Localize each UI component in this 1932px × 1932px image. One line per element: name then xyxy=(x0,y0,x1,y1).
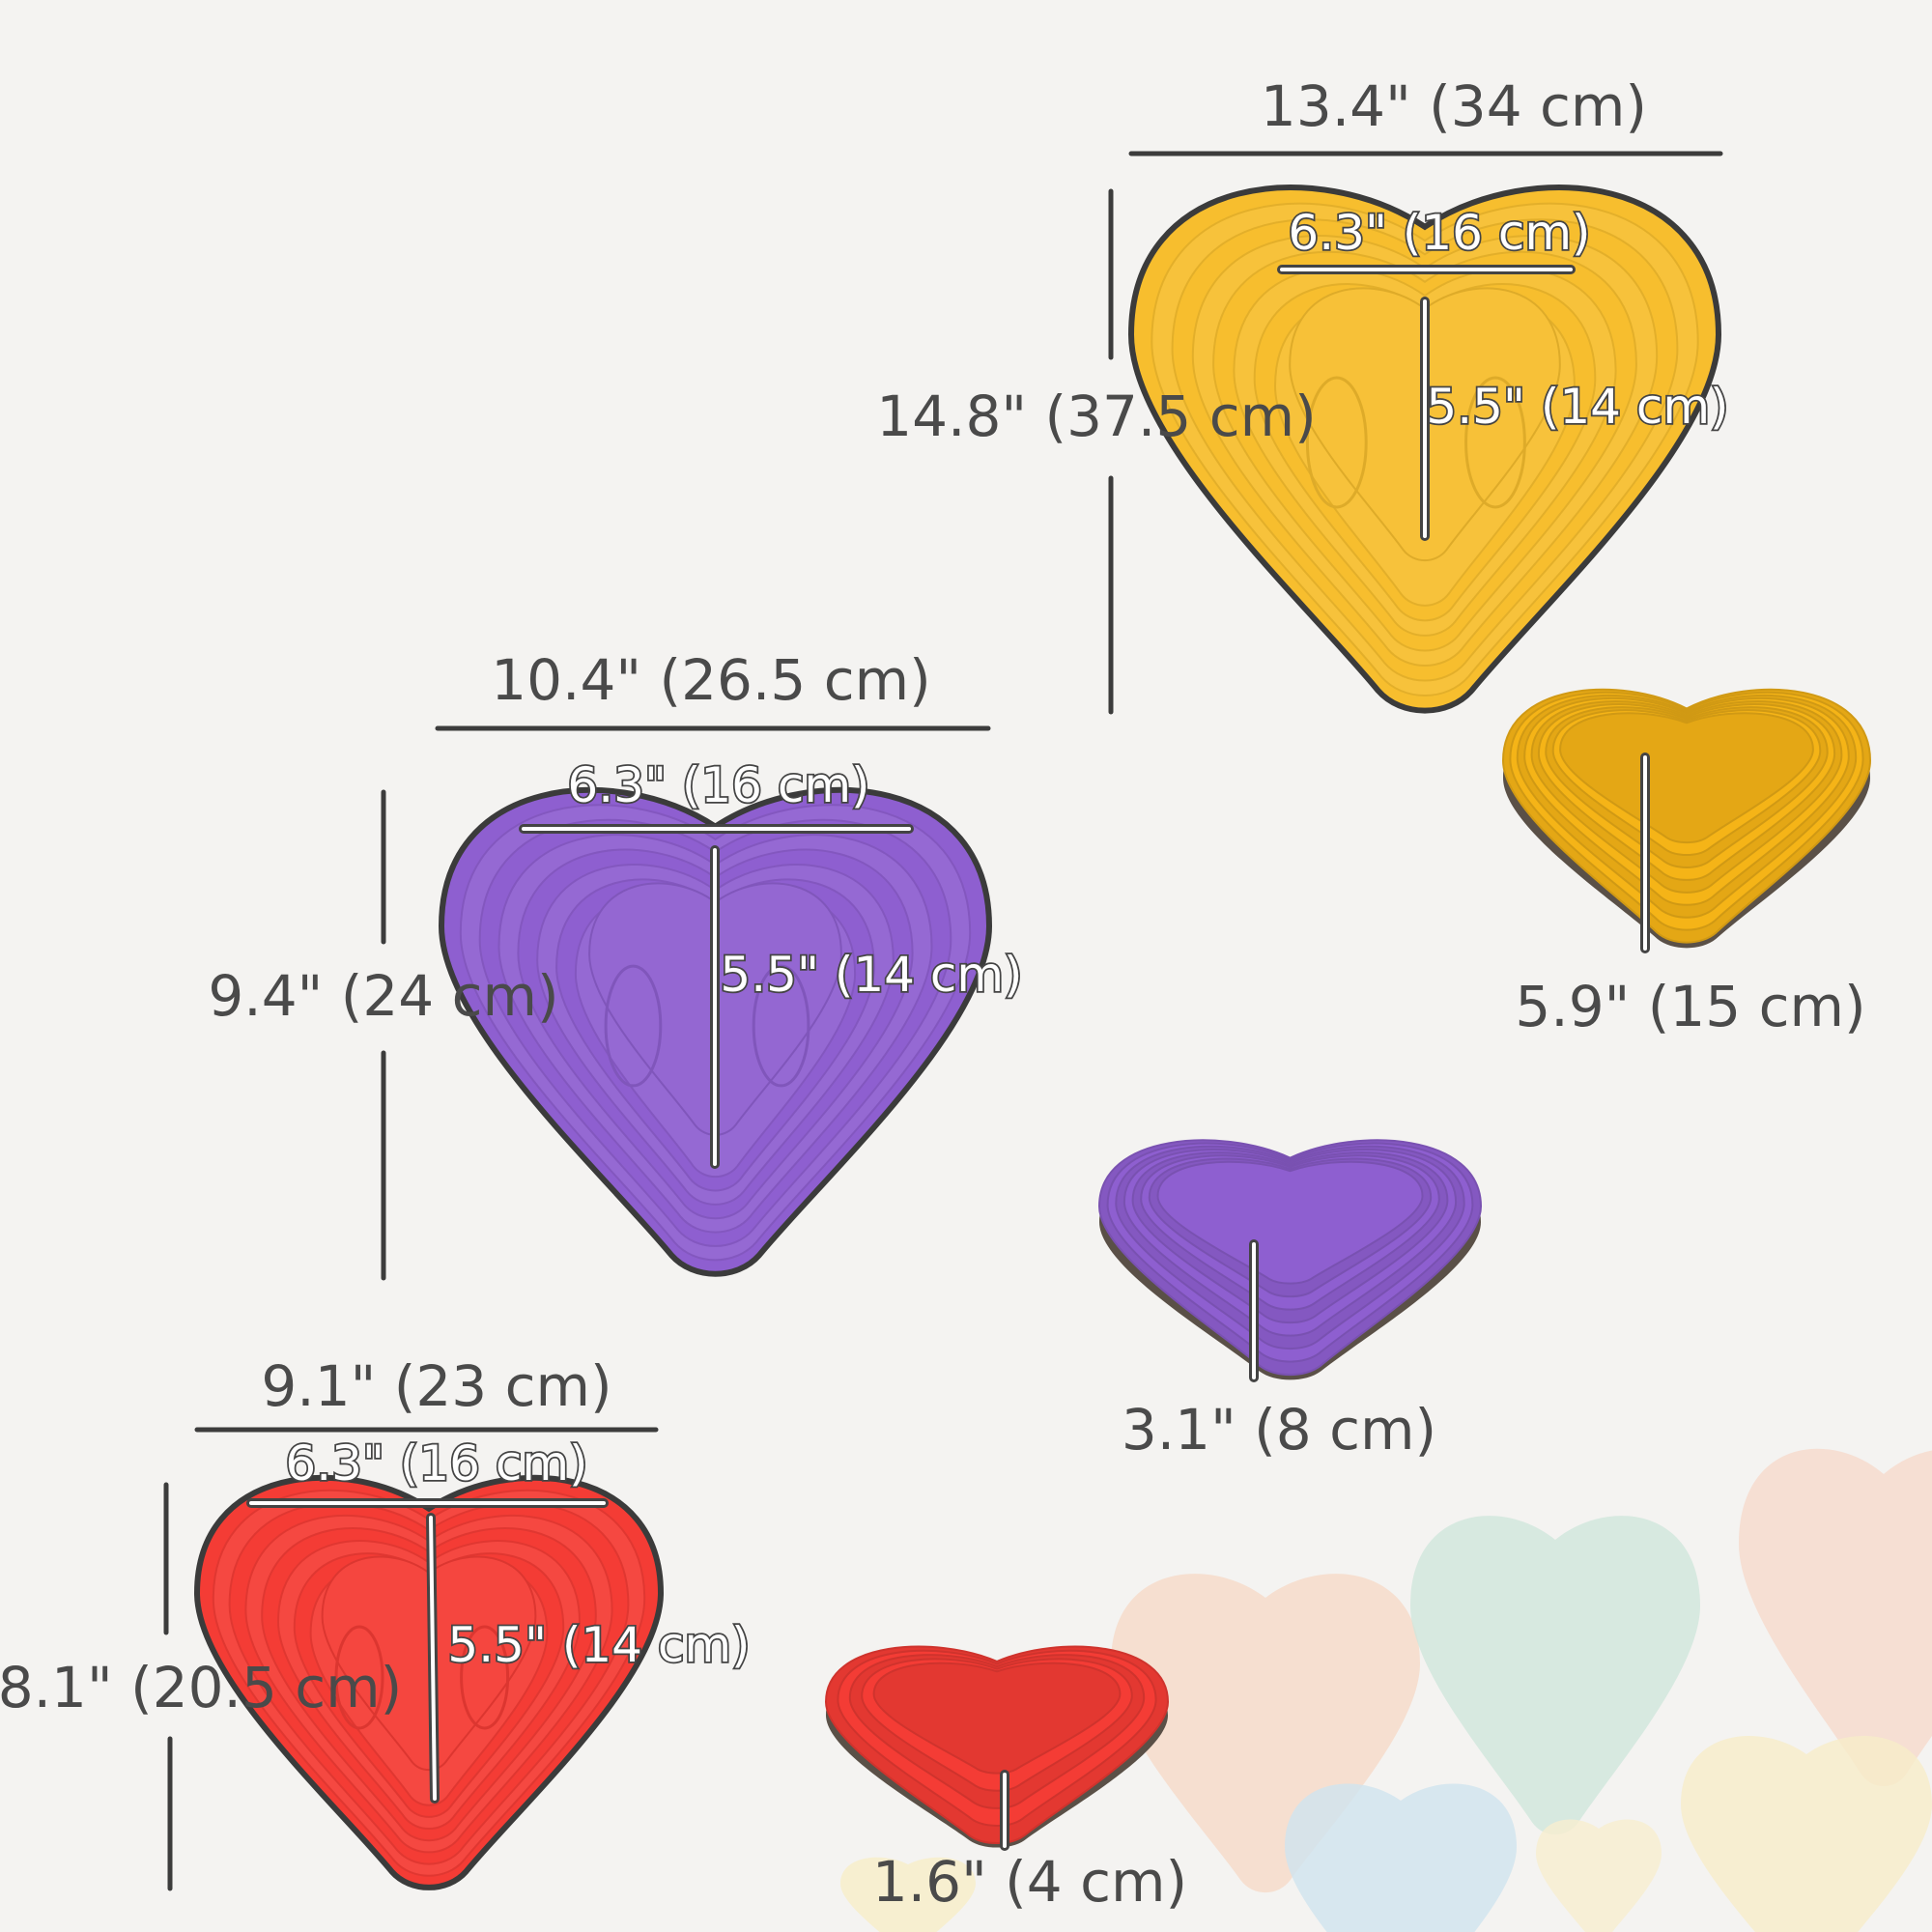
height-label: 3.1" (8 cm) xyxy=(1122,1397,1436,1463)
red-side-view xyxy=(824,1645,1170,1848)
purple-side-dimensions: 3.1" (8 cm) xyxy=(1122,1239,1436,1463)
height-label: 1.6" (4 cm) xyxy=(872,1849,1187,1915)
top-length-label: 5.5" (14 cm) xyxy=(720,947,1022,1003)
length-label: 8.1" (20.5 cm) xyxy=(0,1655,402,1720)
top-width-label: 6.3" (16 cm) xyxy=(1288,205,1590,261)
top-length-label: 5.5" (14 cm) xyxy=(447,1617,750,1673)
footprint-icon xyxy=(1464,376,1526,509)
footprint-icon xyxy=(752,964,810,1088)
width-label: 10.4" (26.5 cm) xyxy=(491,647,930,713)
footprint-icon xyxy=(460,1625,510,1730)
top-width-label: 6.3" (16 cm) xyxy=(567,757,869,813)
footprint-icon xyxy=(1305,376,1368,509)
heart-layer xyxy=(872,1662,1122,1775)
heart-layer xyxy=(1156,1160,1424,1285)
background-heart xyxy=(840,1857,976,1932)
pastel-hearts-background xyxy=(840,1448,1932,1932)
footprint-icon xyxy=(334,1625,384,1730)
yellow-side-dimensions: 5.9" (15 cm) xyxy=(1515,753,1866,1039)
background-heart xyxy=(1681,1736,1932,1932)
width-label: 13.4" (34 cm) xyxy=(1261,73,1647,139)
yellow-large-dimensions: 13.4" (34 cm) 14.8" (37.5 cm) 6.3" (16 c… xyxy=(876,73,1730,715)
yellow-side-view xyxy=(1501,688,1872,949)
top-length-label: 5.5" (14 cm) xyxy=(1426,379,1728,435)
red-side-dimensions: 1.6" (4 cm) xyxy=(872,1770,1187,1915)
width-label: 9.1" (23 cm) xyxy=(261,1353,611,1419)
footprint-icon xyxy=(604,964,663,1088)
red-large-dimensions: 9.1" (23 cm) 8.1" (20.5 cm) 6.3" (16 cm)… xyxy=(0,1353,752,1891)
background-heart xyxy=(1536,1819,1662,1932)
length-label: 9.4" (24 cm) xyxy=(208,963,558,1029)
purple-large-dimensions: 10.4" (26.5 cm) 9.4" (24 cm) 6.3" (16 cm… xyxy=(208,647,1024,1281)
top-width-label: 6.3" (16 cm) xyxy=(285,1435,587,1492)
length-label: 14.8" (37.5 cm) xyxy=(876,384,1316,449)
background-heart xyxy=(1739,1448,1932,1786)
background-heart xyxy=(1111,1574,1420,1893)
background-heart xyxy=(1285,1783,1517,1932)
height-label: 5.9" (15 cm) xyxy=(1515,974,1865,1039)
heart-layer xyxy=(1559,712,1814,844)
purple-side-view xyxy=(1097,1139,1483,1380)
background-heart xyxy=(1410,1516,1700,1835)
